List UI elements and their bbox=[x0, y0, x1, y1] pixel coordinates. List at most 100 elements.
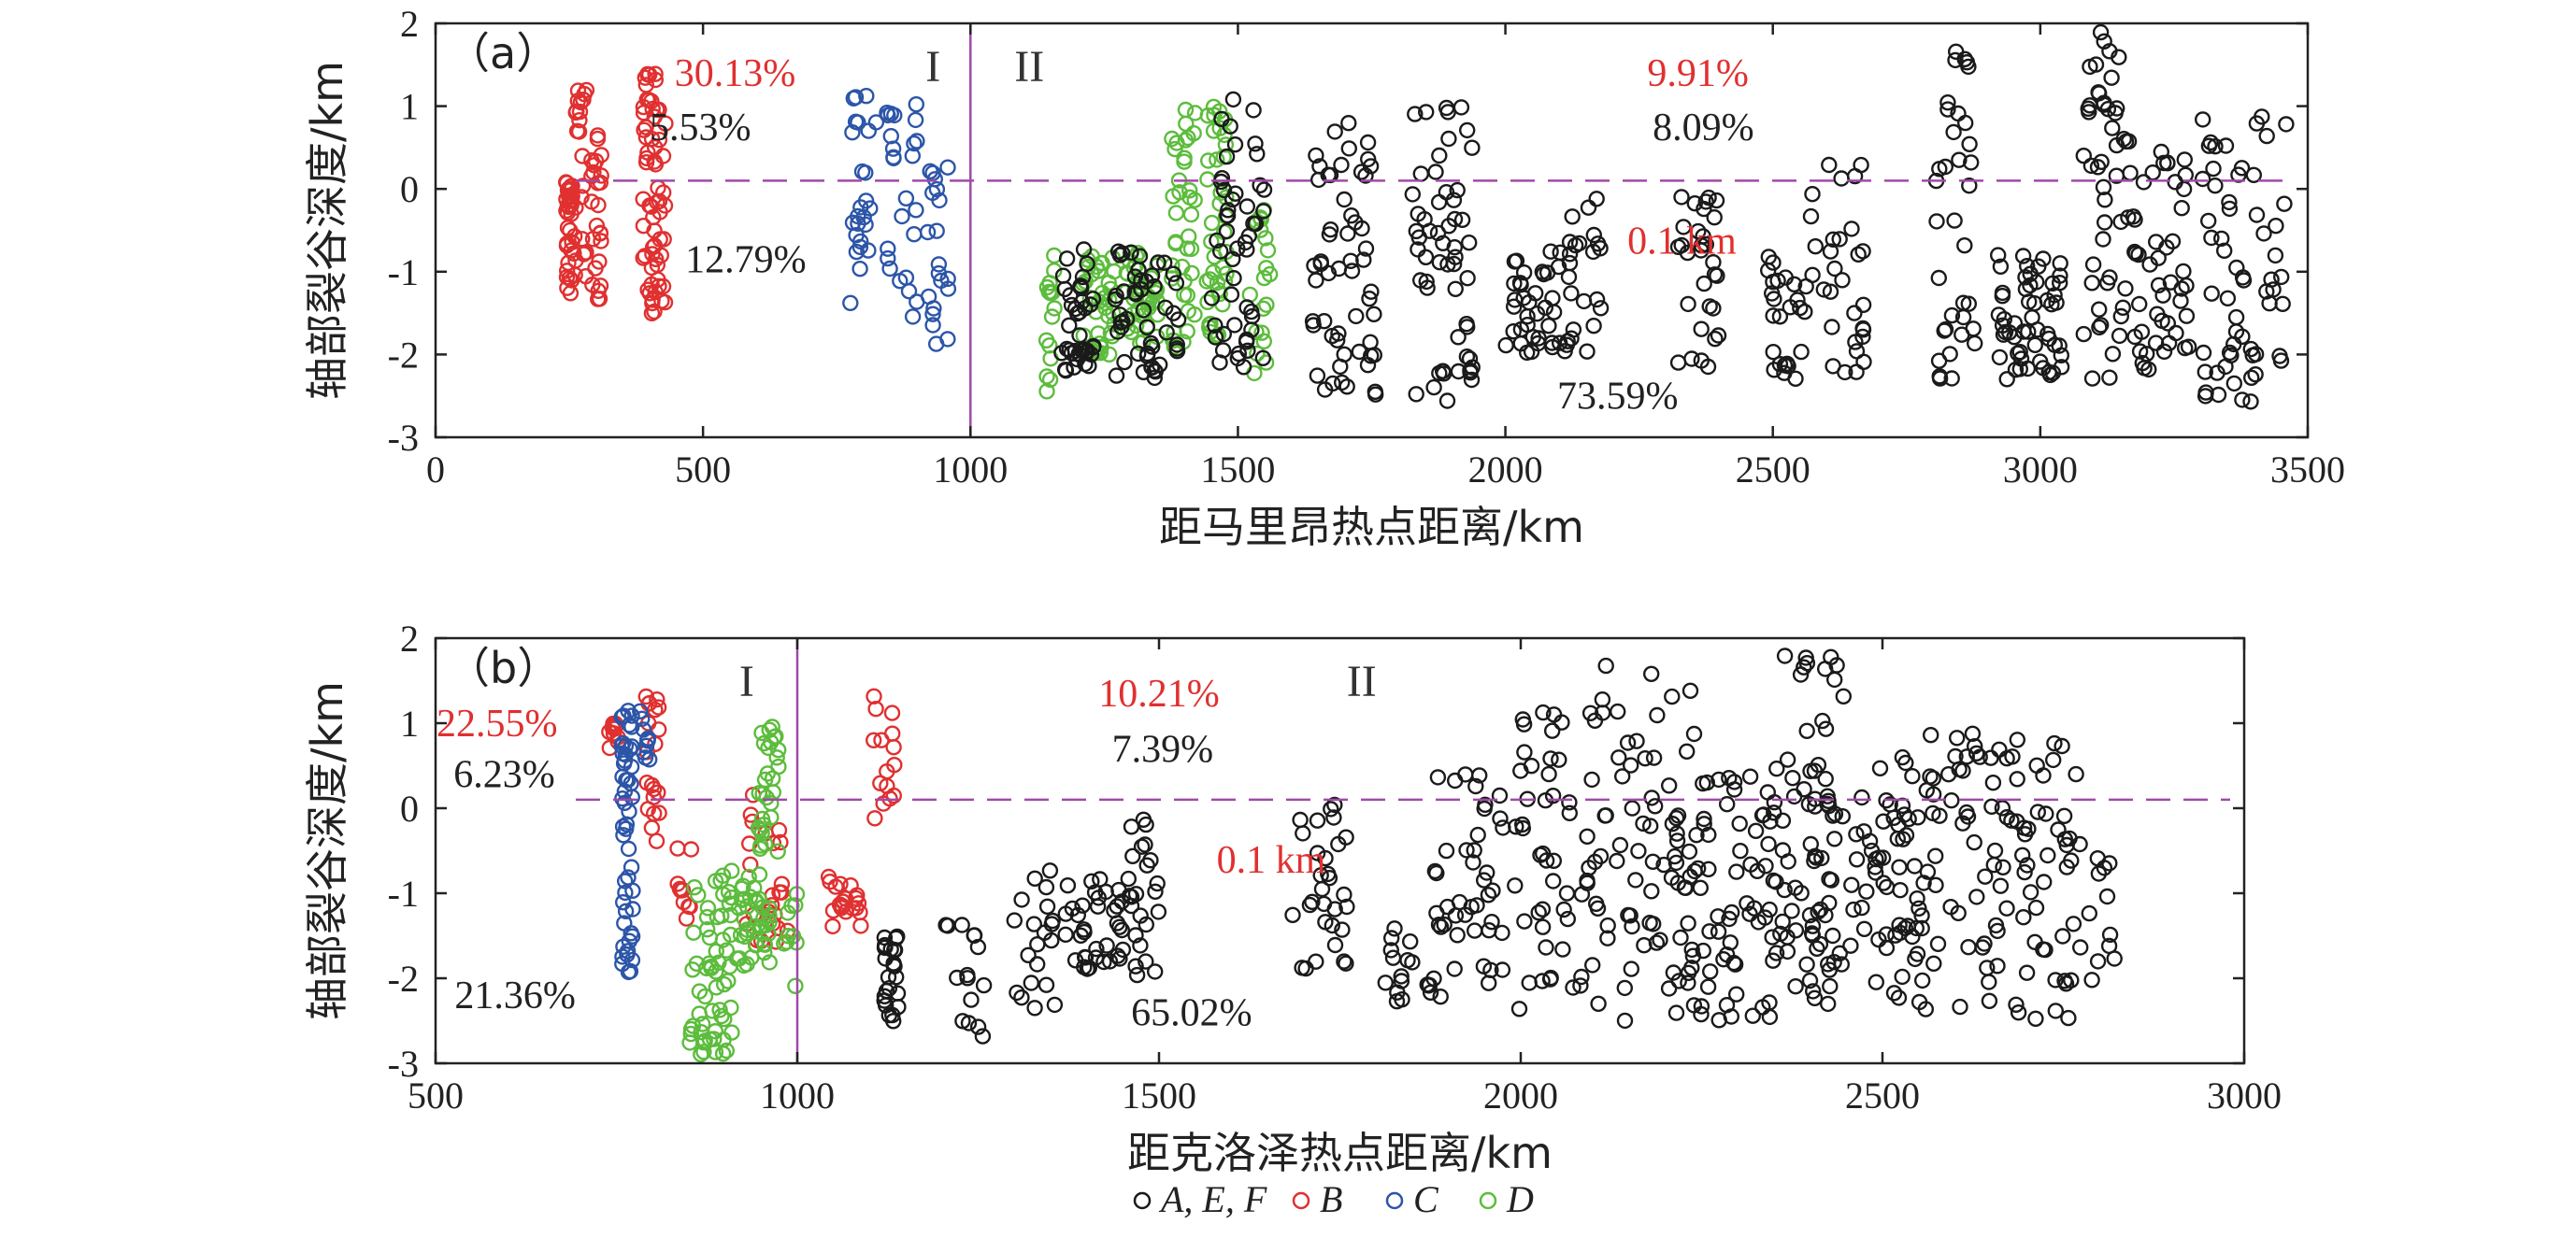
data-point bbox=[1333, 374, 1351, 391]
data-point bbox=[643, 130, 661, 148]
data-point bbox=[2126, 243, 2143, 261]
data-point bbox=[1696, 816, 1712, 832]
data-point bbox=[1123, 889, 1140, 905]
data-point bbox=[1057, 926, 1074, 943]
data-point bbox=[1186, 306, 1203, 323]
data-point bbox=[2101, 369, 2118, 386]
data-point bbox=[824, 918, 841, 935]
data-point bbox=[1998, 900, 2015, 917]
data-point bbox=[1311, 158, 1328, 175]
data-point bbox=[1785, 788, 1803, 805]
data-point bbox=[1074, 268, 1092, 286]
data-point bbox=[1506, 275, 1523, 292]
data-point bbox=[900, 283, 918, 300]
data-point bbox=[1466, 842, 1482, 859]
data-point bbox=[1624, 800, 1641, 817]
data-point bbox=[1688, 827, 1705, 844]
data-point bbox=[1937, 158, 1954, 176]
data-point bbox=[1326, 123, 1343, 140]
data-point bbox=[1806, 989, 1824, 1007]
data-point bbox=[1825, 231, 1842, 248]
data-point bbox=[1534, 918, 1552, 935]
data-point bbox=[589, 175, 607, 192]
data-point bbox=[1445, 192, 1463, 208]
data-point bbox=[1146, 963, 1164, 980]
data-point bbox=[1931, 807, 1948, 824]
data-point bbox=[2039, 847, 2056, 864]
data-point bbox=[716, 975, 733, 993]
data-point bbox=[2247, 346, 2265, 363]
data-point bbox=[1181, 182, 1198, 199]
data-point bbox=[2274, 295, 2291, 312]
data-point bbox=[617, 873, 634, 889]
data-point bbox=[1926, 847, 1944, 864]
data-point bbox=[778, 933, 795, 950]
data-point bbox=[1981, 974, 1997, 990]
data-point bbox=[2219, 290, 2237, 306]
data-point bbox=[1508, 252, 1525, 269]
data-point bbox=[1552, 244, 1568, 261]
data-point bbox=[591, 253, 608, 270]
data-point bbox=[1700, 826, 1717, 844]
data-point bbox=[1205, 122, 1223, 139]
data-point bbox=[1528, 306, 1546, 322]
data-point bbox=[2217, 137, 2235, 154]
legend-label-aef: A, E, F bbox=[1158, 1178, 1267, 1220]
data-point bbox=[2006, 329, 2023, 346]
data-point bbox=[1919, 863, 1937, 880]
data-point bbox=[1516, 744, 1533, 761]
data-point bbox=[1619, 734, 1637, 751]
data-point bbox=[852, 238, 869, 256]
data-point bbox=[1468, 897, 1485, 914]
data-point bbox=[1333, 156, 1350, 174]
data-point bbox=[1108, 367, 1125, 384]
data-point bbox=[1772, 925, 1789, 943]
data-point bbox=[2095, 231, 2111, 248]
data-point bbox=[701, 955, 718, 972]
data-point bbox=[1255, 181, 1273, 198]
data-point bbox=[1581, 860, 1597, 876]
data-point bbox=[837, 904, 854, 920]
data-point bbox=[1179, 287, 1196, 304]
data-point bbox=[1255, 269, 1273, 287]
data-point bbox=[1585, 318, 1602, 334]
data-point bbox=[688, 955, 706, 973]
data-point bbox=[1943, 792, 1960, 809]
data-point bbox=[1796, 304, 1813, 320]
data-point bbox=[1867, 864, 1884, 881]
percentage-annotation: 6.23% bbox=[453, 754, 555, 797]
data-point bbox=[1359, 357, 1377, 374]
region-label-ii: II bbox=[1347, 657, 1377, 706]
data-point bbox=[637, 248, 653, 264]
data-point bbox=[1255, 203, 1272, 220]
legend-label-d: D bbox=[1506, 1178, 1534, 1220]
data-point bbox=[1996, 323, 2014, 341]
data-point bbox=[2056, 973, 2073, 989]
data-point bbox=[1036, 924, 1053, 941]
data-point bbox=[1776, 357, 1794, 374]
data-point bbox=[1177, 101, 1195, 119]
data-point bbox=[852, 233, 869, 250]
data-point bbox=[1689, 860, 1707, 877]
data-point bbox=[1649, 706, 1666, 724]
data-point bbox=[1811, 901, 1829, 918]
x-tick-label: 2500 bbox=[1736, 448, 1810, 491]
data-point bbox=[1622, 757, 1639, 774]
data-point bbox=[975, 976, 993, 994]
data-point bbox=[1696, 275, 1712, 292]
data-point bbox=[2225, 375, 2243, 392]
data-point bbox=[1431, 364, 1448, 382]
data-point bbox=[1461, 350, 1479, 367]
data-point bbox=[1061, 317, 1078, 334]
x-tick-label: 2000 bbox=[1483, 1074, 1558, 1117]
x-tick-label: 1000 bbox=[760, 1074, 835, 1117]
data-point bbox=[2026, 336, 2044, 353]
data-point bbox=[1401, 933, 1419, 950]
data-point bbox=[1516, 913, 1533, 930]
data-point bbox=[1534, 263, 1552, 280]
data-point bbox=[646, 303, 663, 320]
panel-label: （b） bbox=[447, 643, 560, 693]
y-tick-label: -1 bbox=[388, 873, 419, 915]
data-point bbox=[657, 115, 674, 132]
data-point bbox=[1701, 923, 1718, 940]
